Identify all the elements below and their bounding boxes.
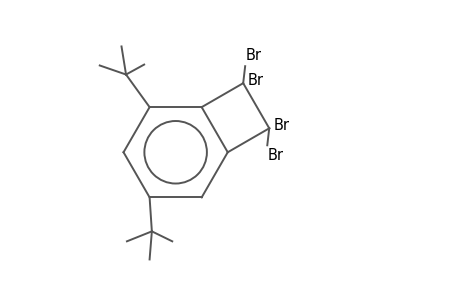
Text: Br: Br [267,148,283,164]
Text: Br: Br [274,118,289,133]
Text: Br: Br [245,48,261,63]
Text: Br: Br [247,73,263,88]
